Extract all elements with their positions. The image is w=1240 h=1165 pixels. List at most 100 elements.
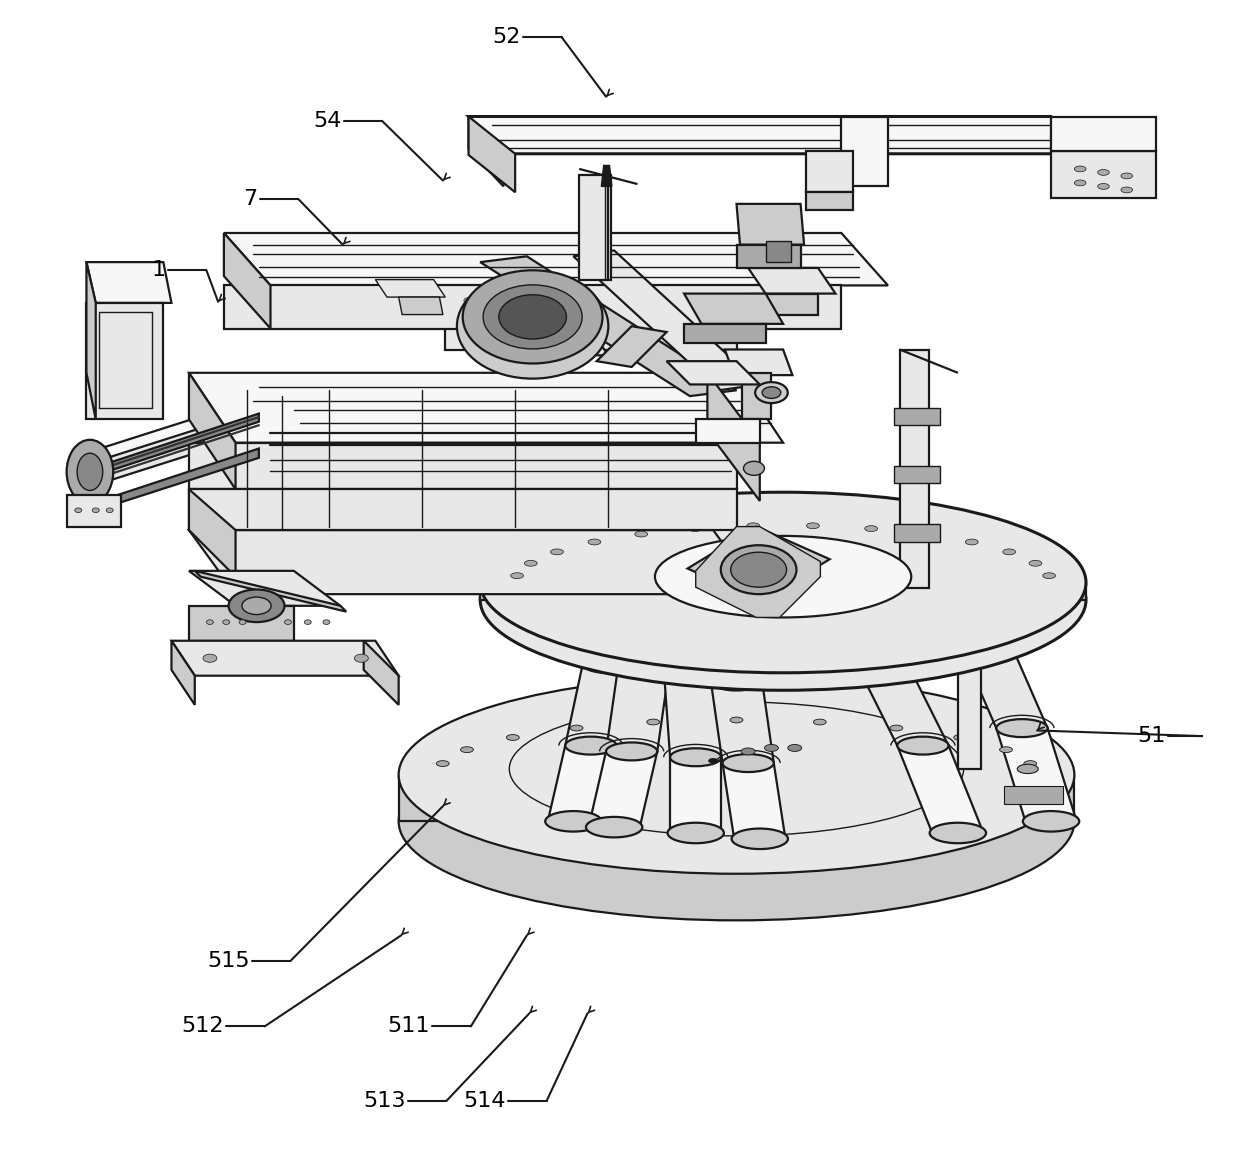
Polygon shape <box>630 452 657 528</box>
Ellipse shape <box>742 748 755 755</box>
Ellipse shape <box>730 552 786 587</box>
Polygon shape <box>469 116 515 192</box>
Ellipse shape <box>525 560 537 566</box>
Ellipse shape <box>546 298 554 304</box>
Polygon shape <box>583 443 610 518</box>
Polygon shape <box>670 757 722 833</box>
Polygon shape <box>188 373 236 489</box>
Polygon shape <box>723 763 785 839</box>
Ellipse shape <box>851 643 901 662</box>
Ellipse shape <box>546 811 601 832</box>
Ellipse shape <box>1043 573 1055 579</box>
Ellipse shape <box>1074 167 1086 172</box>
Ellipse shape <box>203 655 217 662</box>
Ellipse shape <box>242 598 272 615</box>
Ellipse shape <box>1029 560 1042 566</box>
Polygon shape <box>665 676 722 757</box>
Ellipse shape <box>551 549 563 555</box>
Ellipse shape <box>511 573 523 579</box>
Polygon shape <box>67 495 122 527</box>
Ellipse shape <box>755 382 787 403</box>
Polygon shape <box>996 728 1076 821</box>
Ellipse shape <box>956 626 1007 644</box>
Ellipse shape <box>570 725 583 730</box>
Polygon shape <box>579 175 610 280</box>
Polygon shape <box>188 443 737 489</box>
Polygon shape <box>899 350 957 373</box>
Ellipse shape <box>77 453 103 490</box>
Ellipse shape <box>708 758 718 763</box>
Polygon shape <box>894 524 940 542</box>
Ellipse shape <box>436 761 449 767</box>
Polygon shape <box>743 373 771 419</box>
Ellipse shape <box>930 822 986 843</box>
Polygon shape <box>188 571 341 606</box>
Ellipse shape <box>966 539 978 545</box>
Ellipse shape <box>720 545 796 594</box>
Text: 1: 1 <box>151 260 166 281</box>
Ellipse shape <box>1121 188 1132 193</box>
Polygon shape <box>806 151 853 192</box>
Polygon shape <box>87 262 171 303</box>
Ellipse shape <box>763 387 781 398</box>
Polygon shape <box>707 373 760 501</box>
Ellipse shape <box>228 589 284 622</box>
Ellipse shape <box>688 525 702 531</box>
Polygon shape <box>188 373 784 443</box>
Ellipse shape <box>510 701 963 836</box>
Polygon shape <box>469 116 503 186</box>
Ellipse shape <box>223 620 229 624</box>
Ellipse shape <box>1097 184 1110 190</box>
Ellipse shape <box>764 744 779 751</box>
Ellipse shape <box>813 719 826 725</box>
Polygon shape <box>1052 116 1086 186</box>
Text: 54: 54 <box>314 111 341 132</box>
Polygon shape <box>1004 786 1063 804</box>
Polygon shape <box>376 280 445 297</box>
Polygon shape <box>82 408 264 489</box>
Ellipse shape <box>480 510 1086 690</box>
Polygon shape <box>737 245 801 268</box>
Ellipse shape <box>1024 761 1037 767</box>
Ellipse shape <box>655 536 911 617</box>
Ellipse shape <box>996 719 1048 737</box>
Polygon shape <box>606 670 668 751</box>
Polygon shape <box>82 396 270 466</box>
Polygon shape <box>469 116 1086 154</box>
Ellipse shape <box>487 298 496 304</box>
Ellipse shape <box>1023 811 1079 832</box>
Polygon shape <box>573 250 760 390</box>
Ellipse shape <box>464 298 474 304</box>
Ellipse shape <box>787 744 802 751</box>
Bar <box>765 241 791 262</box>
Polygon shape <box>894 466 940 483</box>
Text: 515: 515 <box>207 951 249 972</box>
Polygon shape <box>565 664 634 746</box>
Ellipse shape <box>732 828 787 849</box>
Ellipse shape <box>463 270 603 363</box>
Polygon shape <box>477 331 609 355</box>
Polygon shape <box>711 682 774 763</box>
Ellipse shape <box>711 672 763 691</box>
Ellipse shape <box>588 539 601 545</box>
Polygon shape <box>806 192 853 210</box>
Ellipse shape <box>665 666 715 685</box>
Ellipse shape <box>999 747 1012 753</box>
Polygon shape <box>82 449 259 515</box>
Ellipse shape <box>898 736 949 755</box>
Ellipse shape <box>670 748 722 767</box>
Ellipse shape <box>456 274 609 379</box>
Ellipse shape <box>667 822 724 843</box>
Polygon shape <box>601 165 611 186</box>
Polygon shape <box>188 530 760 594</box>
Ellipse shape <box>206 620 213 624</box>
Ellipse shape <box>322 620 330 624</box>
Ellipse shape <box>506 735 520 741</box>
Polygon shape <box>445 291 760 326</box>
Polygon shape <box>696 419 760 443</box>
Polygon shape <box>957 582 1004 594</box>
Polygon shape <box>171 641 398 676</box>
Polygon shape <box>82 414 259 480</box>
Ellipse shape <box>398 722 1074 920</box>
Polygon shape <box>1052 116 1156 151</box>
